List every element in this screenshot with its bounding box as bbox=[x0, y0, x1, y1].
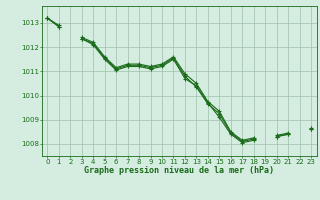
X-axis label: Graphe pression niveau de la mer (hPa): Graphe pression niveau de la mer (hPa) bbox=[84, 166, 274, 175]
